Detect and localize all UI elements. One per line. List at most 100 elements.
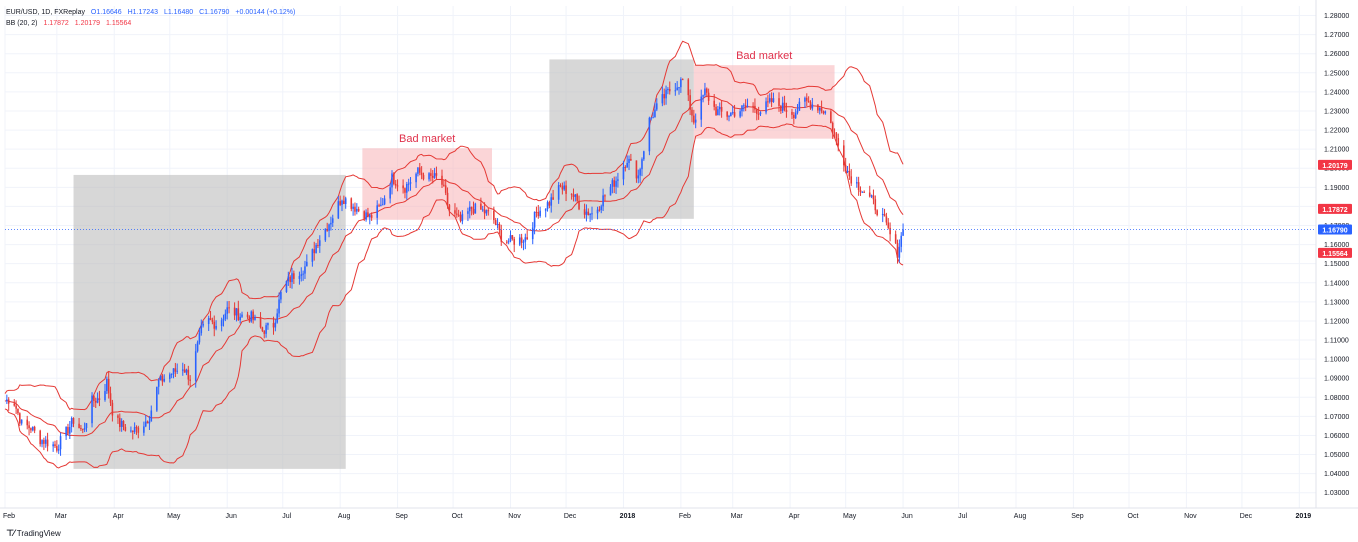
x-tick-label: Mar — [55, 513, 68, 520]
x-tick-label: 2019 — [1296, 513, 1312, 520]
candle-body — [267, 323, 269, 326]
x-tick-label: Aug — [338, 513, 351, 520]
candle-body — [315, 244, 317, 254]
low-value: L1.16480 — [163, 9, 194, 16]
candle-body — [728, 116, 730, 118]
x-tick-label: Nov — [1184, 513, 1197, 520]
candle-body — [741, 105, 743, 112]
candle-body — [285, 280, 288, 292]
candle-body — [857, 182, 860, 191]
candle-body — [855, 182, 858, 184]
x-tick-label: Jun — [901, 513, 912, 520]
candle-body — [26, 419, 29, 426]
candle-body — [272, 323, 275, 328]
y-tick-label: 1.28000 — [1324, 13, 1349, 20]
candle-body — [96, 398, 99, 403]
candle-body — [461, 213, 464, 222]
symbol-legend: EUR/USD, 1D, FXReplay O1.16646 H1.17243 … — [6, 9, 299, 16]
x-tick-label: Jul — [282, 513, 291, 520]
candle-body — [402, 185, 404, 189]
symbol-label: EUR/USD, 1D, FXReplay — [6, 9, 85, 16]
candle-body — [587, 211, 590, 216]
candle-body — [117, 415, 119, 418]
candle-body — [337, 201, 340, 219]
indicator-label: BB (20, 2) — [6, 20, 38, 27]
candle-body — [163, 378, 166, 382]
indicator-legend: BB (20, 2) 1.17872 1.20179 1.15564 — [6, 20, 135, 27]
candle-body — [393, 173, 395, 184]
candle-body — [480, 203, 482, 210]
candle-body — [239, 316, 241, 321]
bb-upper-value: 1.20179 — [74, 20, 101, 27]
candle-body — [202, 323, 204, 326]
candle-body — [820, 107, 823, 112]
candle-body — [798, 101, 801, 111]
candle-body — [330, 222, 332, 225]
candle-body — [170, 373, 173, 375]
candle-body — [156, 386, 158, 411]
candle-body — [44, 439, 47, 444]
candle-body — [157, 380, 160, 387]
candle-body — [537, 211, 540, 217]
candle-body — [274, 322, 277, 328]
candle-body — [591, 213, 593, 215]
candle-body — [468, 206, 471, 212]
y-tick-label: 1.22000 — [1324, 128, 1349, 135]
candle-body — [341, 200, 343, 205]
candle-body — [144, 421, 147, 427]
candle-body — [643, 151, 645, 160]
candle-body — [391, 173, 393, 188]
candle-body — [715, 106, 717, 116]
candle-body — [181, 369, 184, 371]
candle-body — [833, 132, 836, 134]
candle-body — [344, 198, 347, 205]
candle-body — [900, 235, 903, 247]
candle-body — [533, 211, 536, 228]
candle-body — [13, 403, 16, 406]
candle-body — [109, 393, 112, 403]
x-tick-label: Apr — [113, 513, 125, 520]
candle-body — [693, 115, 695, 123]
candle-body — [91, 395, 93, 424]
candle-body — [172, 368, 175, 374]
candle-body — [431, 175, 434, 178]
candle-body — [394, 183, 397, 186]
candle-body — [376, 205, 378, 218]
candle-body — [420, 172, 423, 175]
candle-body — [733, 112, 736, 117]
candle-body — [209, 318, 212, 321]
candle-body — [370, 215, 373, 218]
candle-body — [655, 103, 658, 110]
candle-body — [415, 173, 417, 183]
y-tick-label: 1.04000 — [1324, 471, 1349, 478]
candle-body — [518, 237, 521, 245]
candle-body — [81, 428, 84, 430]
candle-body — [535, 211, 538, 213]
candle-body — [343, 200, 345, 205]
candle-body — [474, 203, 477, 214]
candle-body — [200, 325, 203, 334]
candle-body — [406, 183, 408, 193]
candle-body — [259, 317, 262, 328]
candle-body — [613, 180, 616, 187]
candle-body — [326, 228, 328, 231]
candle-body — [511, 235, 514, 239]
candle-body — [389, 187, 391, 199]
candle-body — [824, 111, 827, 114]
candle-body — [650, 117, 653, 119]
candle-body — [809, 102, 812, 109]
candle-body — [668, 89, 671, 92]
candle-body — [902, 229, 904, 236]
price-label-bg — [1318, 247, 1352, 258]
candle-body — [585, 211, 588, 215]
candle-body — [846, 170, 849, 172]
x-tick-label: Sep — [395, 513, 408, 520]
candle-body — [793, 114, 795, 119]
tradingview-logo[interactable]: ⊤⁄ TradingView — [6, 528, 61, 539]
candle-body — [261, 327, 264, 331]
candle-body — [235, 308, 238, 316]
candle-body — [559, 185, 562, 187]
candle-body — [276, 313, 278, 323]
candle-body — [791, 111, 793, 115]
